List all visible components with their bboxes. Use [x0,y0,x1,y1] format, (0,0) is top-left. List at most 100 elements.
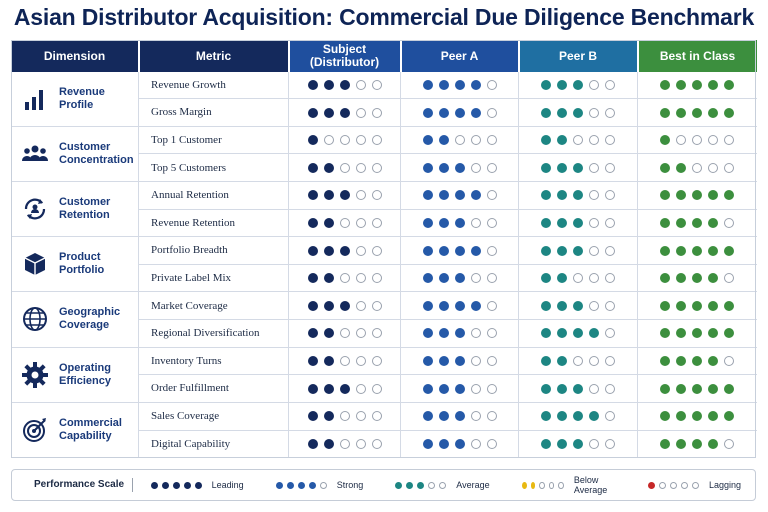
metric-label: Annual Retention [138,181,289,210]
score-dot-filled [573,300,583,311]
score-cell-peer-a [400,291,519,320]
score-dot-filled [676,162,687,173]
bar-chart-icon [25,89,43,110]
legend-label: Lagging [708,480,741,490]
score-dot-empty [470,135,481,146]
score-dot-filled [660,217,671,228]
score-dot-filled [541,273,551,284]
legend-item: Leading [149,480,258,490]
score-dot-filled [660,355,671,366]
score-dot-empty [339,162,350,173]
metric-label: Portfolio Breadth [138,236,289,265]
score-dot-filled [323,162,334,173]
score-dot-empty [486,107,497,118]
score-dot-filled [438,383,449,394]
score-dot-empty [724,162,735,173]
score-dot-empty [605,245,615,256]
score-dot-filled [470,190,481,201]
metric-label: Revenue Growth [138,72,289,100]
score-dot-filled [557,245,567,256]
score-dot-filled [454,355,465,366]
score-dot-filled [708,328,719,339]
score-dot-filled [557,273,567,284]
score-dot-filled [676,411,687,422]
legend-dot-filled [297,481,305,489]
score-dot-filled [454,80,465,91]
score-dot-empty [371,190,382,201]
score-dot-empty [605,439,615,450]
score-dot-filled [422,190,433,201]
score-dot-filled [557,190,567,201]
score-cell-peer-a [400,72,519,100]
legend-dot-filled [308,481,316,489]
score-cell-peer-b [518,236,638,265]
legend-item: Average [393,480,503,490]
score-dot-filled [422,300,433,311]
metric-label: Revenue Retention [138,209,289,238]
dimension-cell: Customer Concentration [11,126,139,182]
score-dot-empty [486,217,497,228]
score-dot-empty [486,273,497,284]
score-dot-empty [605,355,615,366]
score-dot-empty [371,328,382,339]
score-dot-filled [557,162,567,173]
score-cell-subject [288,402,401,431]
header-metric: Metric [138,40,290,72]
benchmark-table: Dimension Metric Subject (Distributor) P… [11,40,757,459]
score-dot-empty [339,411,350,422]
score-dot-empty [339,328,350,339]
score-dot-empty [605,328,615,339]
page-title: Asian Distributor Acquisition: Commercia… [13,4,755,30]
score-dot-empty [355,245,366,256]
score-cell-best-in-class [637,153,757,182]
score-cell-peer-a [400,126,519,155]
legend-dot-filled [183,481,191,489]
legend-dot-empty [691,481,699,489]
dimension-cell: Geographic Coverage [11,291,139,348]
score-dot-filled [438,190,449,201]
score-dot-filled [339,190,350,201]
score-dot-filled [660,411,671,422]
score-dot-empty [605,135,615,146]
score-dot-empty [371,273,382,284]
score-dot-filled [692,80,703,91]
score-dot-empty [470,355,481,366]
score-dot-filled [438,107,449,118]
metric-label: Inventory Turns [138,347,289,376]
score-cell-peer-a [400,319,519,348]
header-dimension: Dimension [11,40,140,72]
score-dot-filled [708,245,719,256]
score-cell-best-in-class [637,209,757,238]
score-dot-filled [557,107,567,118]
score-dot-empty [605,383,615,394]
score-dot-filled [307,80,318,91]
score-dot-empty [605,273,615,284]
table-body: Revenue Profile Revenue Growth Gross Margi… [11,72,757,459]
dimension-label: Customer Retention [59,196,111,222]
legend-dot-empty [658,481,666,489]
score-dot-filled [541,383,551,394]
score-dot-empty [339,355,350,366]
dimension-label: Revenue Profile [59,85,105,111]
score-dot-filled [339,383,350,394]
score-dot-filled [438,300,449,311]
table-row: Product Portfolio Portfolio Breadth [11,236,757,293]
legend-dot-filled [194,481,202,489]
score-cell-best-in-class [637,98,757,127]
score-cell-subject [288,209,401,238]
score-dot-empty [573,135,583,146]
score-dot-empty [589,439,599,450]
metric-label: Top 1 Customer [138,126,289,155]
score-dot-empty [371,245,382,256]
score-dot-filled [660,273,671,284]
score-dot-filled [676,383,687,394]
score-dot-filled [541,217,551,228]
score-dot-empty [589,273,599,284]
score-dot-filled [589,411,599,422]
score-dot-empty [486,355,497,366]
score-dot-empty [371,439,382,450]
score-dot-filled [676,273,687,284]
score-dot-empty [605,162,615,173]
score-dot-filled [422,162,433,173]
score-dot-filled [708,439,719,450]
